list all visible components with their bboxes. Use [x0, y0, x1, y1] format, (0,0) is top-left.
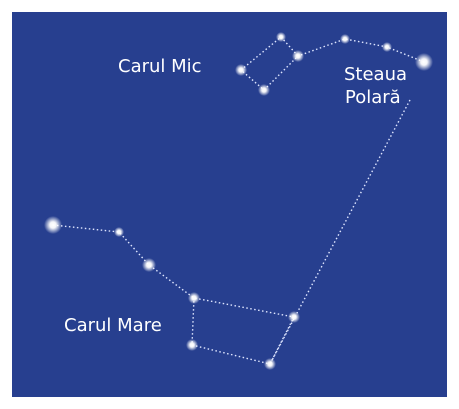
star [340, 34, 350, 44]
star [292, 50, 304, 62]
label-little-dipper: Carul Mic [118, 56, 202, 77]
diagram: Carul Mic Steaua Polară Carul Mare [0, 0, 459, 409]
label-polaris-2: Polară [345, 87, 401, 108]
star [415, 53, 433, 71]
star [114, 227, 124, 237]
star [288, 311, 300, 323]
label-polaris-1: Steaua [344, 64, 407, 85]
star [188, 292, 200, 304]
label-big-dipper: Carul Mare [64, 315, 162, 336]
star [276, 32, 286, 42]
star [142, 258, 156, 272]
star [264, 358, 276, 370]
star [235, 64, 247, 76]
star [258, 84, 270, 96]
star [382, 42, 392, 52]
star [44, 216, 62, 234]
star [186, 339, 198, 351]
